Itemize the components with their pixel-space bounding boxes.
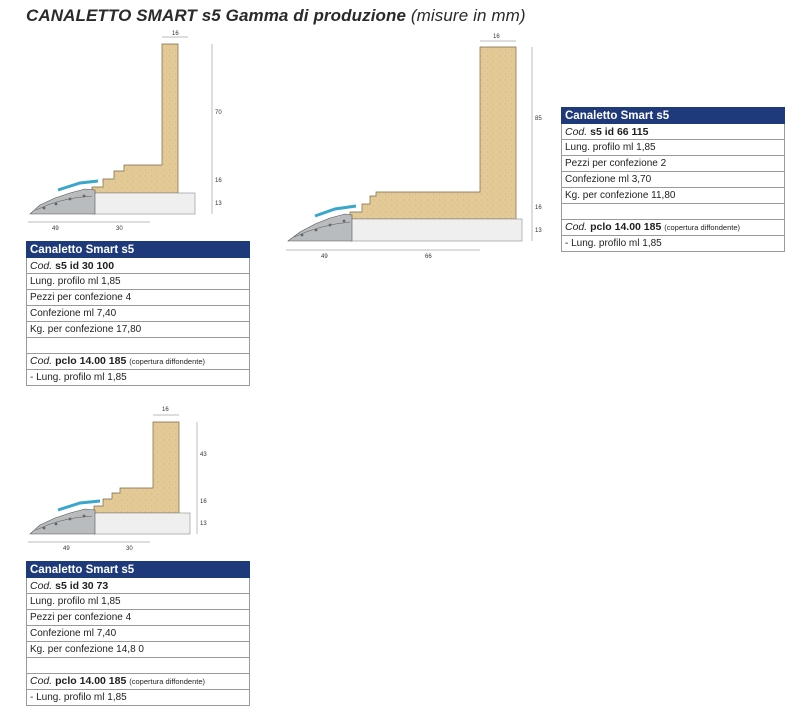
spec-table-2: Canaletto Smart s5 Cod. s5 id 66 115 Lun…: [561, 107, 785, 252]
accessory-code-row: Cod. pclo 14.00 185 (copertura diffonden…: [26, 353, 250, 370]
dim-a-base-left: 49: [52, 226, 59, 232]
dim-c-tile: 13: [200, 521, 207, 527]
accessory-code: pclo 14.00 185: [590, 221, 662, 233]
spec-row: Lung. profilo ml 1,85: [26, 273, 250, 290]
dim-a-top: 16: [172, 31, 179, 37]
profile-c: [29, 508, 96, 535]
accessory-note: (copertura diffondente): [664, 223, 740, 232]
spec-row: Lung. profilo ml 1,85: [561, 139, 785, 156]
product-code: s5 id 30 100: [55, 259, 115, 272]
wood-panel-a: [91, 43, 179, 194]
profile-a: [29, 188, 96, 215]
accessory-code: pclo 14.00 185: [55, 355, 127, 367]
table-header: Canaletto Smart s5: [26, 561, 250, 578]
table-header: Canaletto Smart s5: [561, 107, 785, 124]
product-code-row: Cod. s5 id 66 115: [561, 123, 785, 140]
dim-a-mid: 16: [215, 178, 222, 184]
dim-c-top: 16: [162, 407, 169, 413]
dim-b-height: 85: [535, 116, 542, 122]
page-title-main: CANALETTO SMART s5 Gamma di produzione: [26, 6, 407, 25]
accessory-code: pclo 14.00 185: [55, 675, 127, 687]
tile-c: [93, 512, 191, 535]
accessory-code-row: Cod. pclo 14.00 185 (copertura diffonden…: [561, 219, 785, 236]
dim-a-height: 70: [215, 110, 222, 116]
spec-row: Confezione ml 7,40: [26, 305, 250, 322]
page-title-sub: (misure in mm): [410, 6, 526, 25]
accessory-row: - Lung. profilo ml 1,85: [26, 369, 250, 386]
dim-c-height: 43: [200, 452, 207, 458]
tile-b: [349, 218, 523, 242]
spec-table-1: Canaletto Smart s5 Cod. s5 id 30 100 Lun…: [26, 241, 250, 386]
dim-b-base-left: 49: [321, 254, 328, 260]
accessory-code-row: Cod. pclo 14.00 185 (copertura diffonden…: [26, 673, 250, 690]
spec-row: Kg. per confezione 14,8 0: [26, 641, 250, 658]
spec-row: Confezione ml 7,40: [26, 625, 250, 642]
dim-c-base-right: 30: [126, 546, 133, 552]
spec-row: Kg. per confezione 11,80: [561, 187, 785, 204]
blank-row: [561, 203, 785, 220]
drawing-a: 16 70 16 13 49 30: [28, 31, 222, 232]
dim-a-base-right: 30: [116, 226, 123, 232]
dim-b-top: 16: [493, 34, 500, 40]
blank-row: [26, 337, 250, 354]
drawing-c: 16 43 16 13 49 30: [28, 407, 207, 552]
spec-row: Confezione ml 3,70: [561, 171, 785, 188]
spec-row: Lung. profilo ml 1,85: [26, 593, 250, 610]
page-title: CANALETTO SMART s5 Gamma di produzione (…: [26, 6, 526, 26]
product-code: s5 id 30 73: [55, 579, 109, 592]
dim-c-base-left: 49: [63, 546, 70, 552]
wood-panel-c: [93, 421, 180, 514]
dim-b-mid: 16: [535, 205, 542, 211]
spec-row: Pezzi per confezione 2: [561, 155, 785, 172]
product-code: s5 id 66 115: [590, 125, 649, 138]
dim-a-tile: 13: [215, 201, 222, 207]
dim-b-tile: 13: [535, 228, 542, 234]
spec-row: Pezzi per confezione 4: [26, 289, 250, 306]
dim-c-mid: 16: [200, 499, 207, 505]
accessory-row: - Lung. profilo ml 1,85: [26, 689, 250, 706]
accessory-note: (copertura diffondente): [129, 357, 205, 366]
tile-a: [91, 192, 196, 215]
dim-b-base-right: 66: [425, 254, 432, 260]
spec-row: Pezzi per confezione 4: [26, 609, 250, 626]
spec-table-3: Canaletto Smart s5 Cod. s5 id 30 73 Lung…: [26, 561, 250, 706]
drawing-b: 16 85 16 13 49 66: [286, 34, 542, 260]
accessory-note: (copertura diffondente): [129, 677, 205, 686]
table-header: Canaletto Smart s5: [26, 241, 250, 258]
product-code-row: Cod. s5 id 30 100: [26, 257, 250, 274]
blank-row: [26, 657, 250, 674]
product-code-row: Cod. s5 id 30 73: [26, 577, 250, 594]
wood-panel-b: [349, 46, 517, 220]
accessory-row: - Lung. profilo ml 1,85: [561, 235, 785, 252]
spec-row: Kg. per confezione 17,80: [26, 321, 250, 338]
